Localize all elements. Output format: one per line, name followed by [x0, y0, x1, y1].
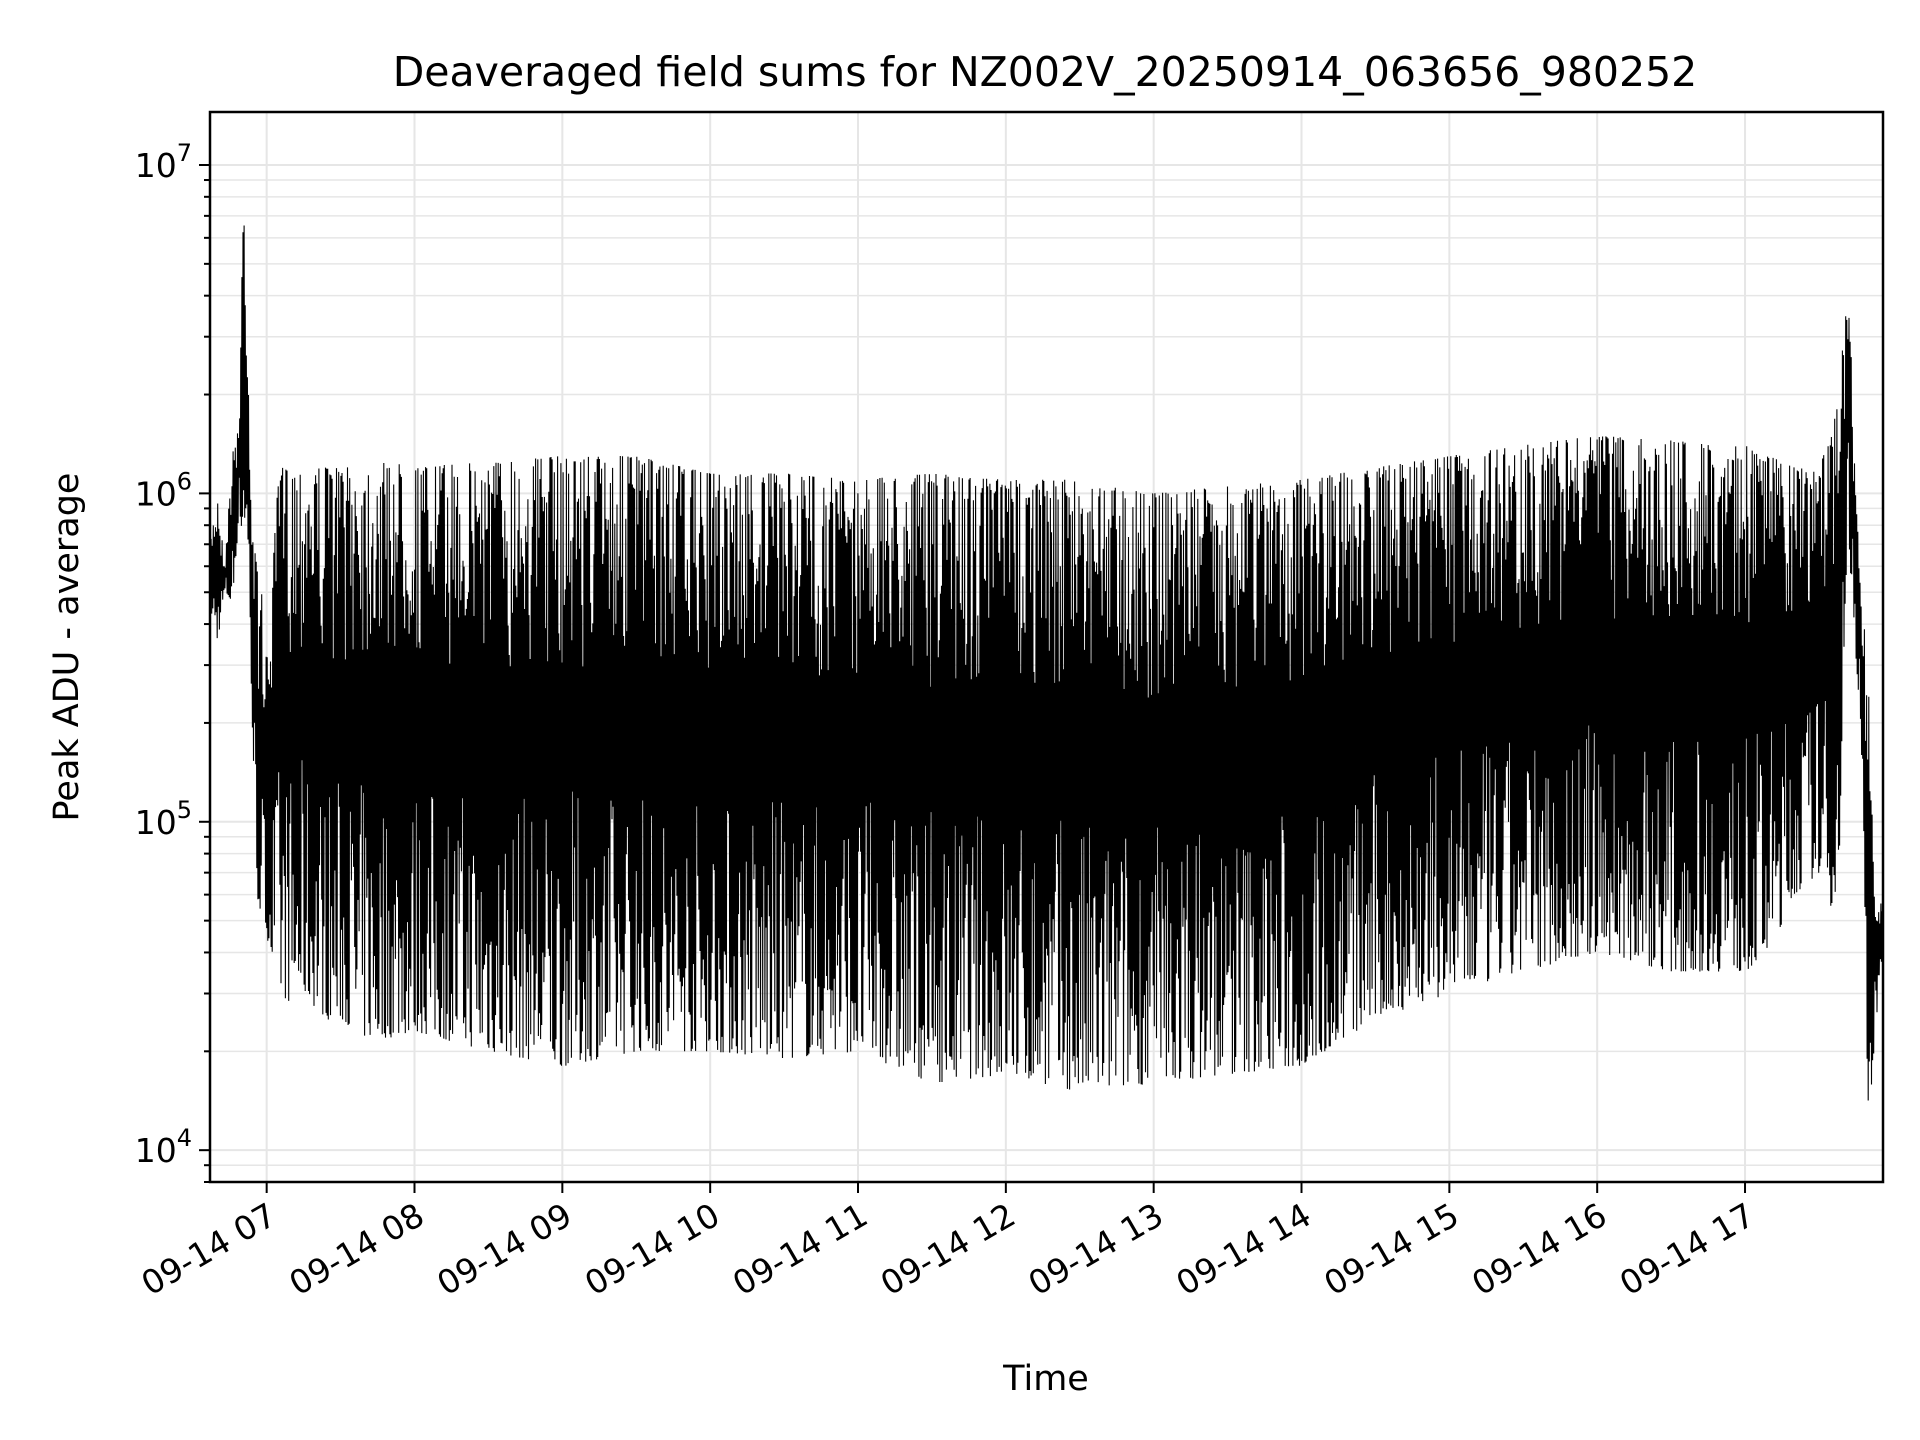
- y-axis: 104 105 106 107: [135, 139, 210, 1183]
- y-axis-label: Peak ADU - average: [47, 473, 87, 822]
- x-tick-label: 09-14 12: [874, 1195, 1022, 1303]
- x-axis: 09-14 07 09-14 08 09-14 09 09-14 10 09-14 11…: [135, 1182, 1761, 1303]
- y-tick-label: 104: [135, 1124, 192, 1170]
- x-tick-label: 09-14 11: [726, 1195, 874, 1303]
- x-tick-label: 09-14 14: [1170, 1195, 1318, 1303]
- y-tick-label: 107: [135, 139, 192, 185]
- x-tick-label: 09-14 17: [1613, 1195, 1761, 1303]
- y-tick-label: 106: [135, 467, 192, 513]
- x-tick-label: 09-14 15: [1317, 1195, 1465, 1303]
- x-tick-label: 09-14 13: [1022, 1195, 1170, 1303]
- y-tick-label: 105: [135, 796, 192, 842]
- x-tick-label: 09-14 09: [430, 1195, 578, 1303]
- x-tick-label: 09-14 08: [283, 1195, 431, 1303]
- x-tick-label: 09-14 07: [135, 1195, 283, 1303]
- x-tick-label: 09-14 16: [1465, 1195, 1613, 1303]
- plot-frame: [208, 110, 1885, 1184]
- x-tick-label: 09-14 10: [578, 1195, 726, 1303]
- x-axis-label: Time: [1002, 1359, 1089, 1399]
- chart-title: Deaveraged field sums for NZ002V_2025091…: [393, 48, 1698, 96]
- series-layer: [210, 225, 1883, 1101]
- series-line: [210, 225, 1883, 1101]
